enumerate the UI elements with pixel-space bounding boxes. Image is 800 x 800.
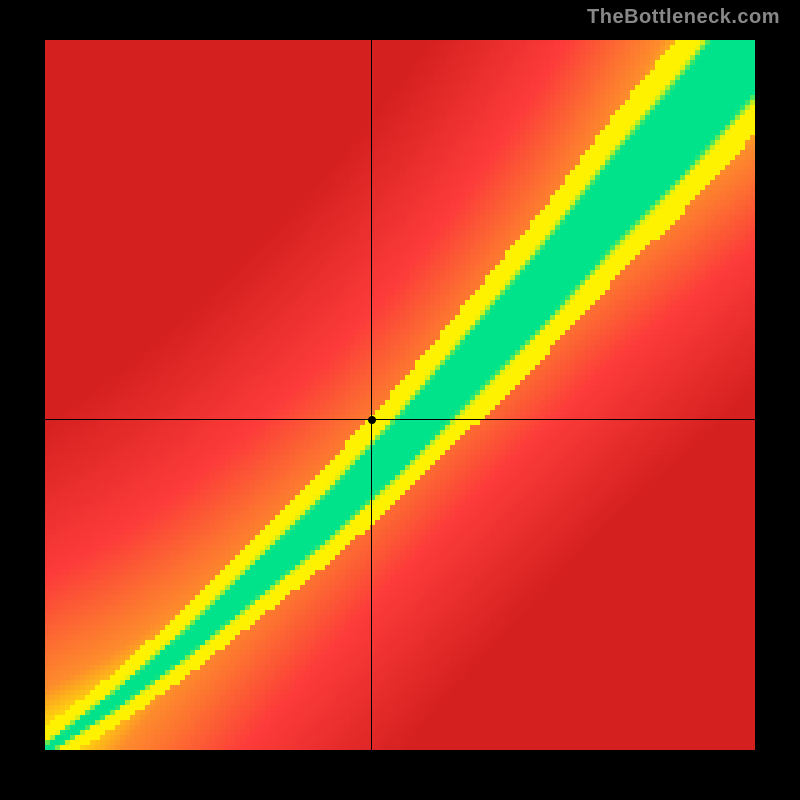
watermark-text: TheBottleneck.com xyxy=(587,6,780,29)
crosshair-marker-dot xyxy=(368,416,376,424)
crosshair-horizontal-line xyxy=(45,419,755,420)
bottleneck-heatmap xyxy=(45,40,755,750)
crosshair-vertical-line xyxy=(371,40,372,750)
